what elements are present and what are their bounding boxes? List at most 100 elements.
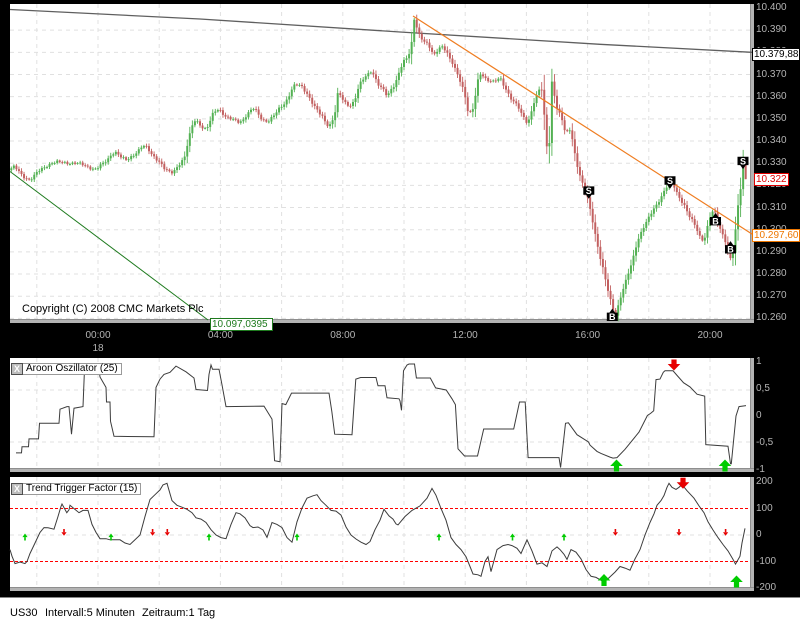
red-down-arrow <box>667 359 681 371</box>
price-axis-label: 10.260 <box>756 312 787 324</box>
candle-body <box>520 108 523 113</box>
candle-body <box>265 119 268 122</box>
candle-body <box>645 221 648 228</box>
candle-body <box>594 222 597 234</box>
candle-body <box>538 89 541 96</box>
marker-shape <box>664 176 676 189</box>
candle-body <box>431 47 434 52</box>
candle-body <box>502 78 505 86</box>
candle-body <box>563 120 566 131</box>
candle-body <box>530 111 533 120</box>
candle-body <box>701 235 704 241</box>
candle-body <box>63 161 66 163</box>
ttf-title: Trend Trigger Factor (15) <box>23 483 142 495</box>
candle-body <box>459 74 462 82</box>
mini-green-up-arrow-head <box>436 533 442 538</box>
mini-red-down-arrow-head <box>723 532 729 536</box>
candle-body <box>505 85 507 90</box>
candle-body <box>471 109 474 112</box>
candle-body <box>84 165 87 167</box>
candle-body <box>627 273 630 280</box>
candle-body <box>652 208 655 214</box>
marker-shape <box>583 186 595 199</box>
candle-body <box>199 121 201 126</box>
price-axis-label: 10.360 <box>756 90 787 102</box>
candle-body <box>438 47 441 52</box>
candle-body <box>211 112 214 121</box>
mini-green-up-arrow-head <box>108 533 114 538</box>
mini-red-down-arrow <box>724 529 727 533</box>
candle-body <box>204 127 207 129</box>
candle-body <box>377 79 380 86</box>
green-up-arrow <box>718 459 732 472</box>
candle-body <box>150 151 153 155</box>
candle-body <box>17 169 20 171</box>
candle-body <box>413 19 416 42</box>
candle-body <box>543 89 546 115</box>
marker-letter: B <box>712 217 719 227</box>
candle-body <box>331 120 334 125</box>
candle-body <box>35 172 38 175</box>
ttf-axis-label: 0 <box>756 529 762 540</box>
mini-green-up-arrow <box>438 537 440 541</box>
mini-red-down-arrow-head <box>164 532 170 536</box>
candle-body <box>76 162 79 164</box>
candle-body <box>428 42 431 48</box>
mini-green-up-arrow <box>24 537 26 541</box>
candle-body <box>571 130 574 140</box>
candle-body <box>283 104 286 107</box>
candle-body <box>607 279 609 291</box>
candle-body <box>729 249 732 259</box>
candle-body <box>91 168 94 170</box>
candle-body <box>568 130 571 132</box>
main-chart-right-edge <box>750 4 754 323</box>
candle-body <box>454 63 456 68</box>
ttf-axis-label: -200 <box>756 582 777 593</box>
candle-body <box>153 154 156 157</box>
ttf-axis-label: 100 <box>756 502 773 514</box>
candle-body <box>313 103 316 106</box>
candle-body <box>466 97 469 112</box>
candle-body <box>272 115 275 118</box>
candle-body <box>469 111 472 112</box>
price-axis-label: 10.330 <box>756 157 787 169</box>
mini-green-up-arrow <box>208 537 210 541</box>
candle-body <box>114 151 117 155</box>
price-tag-last-price: 10.322 <box>754 172 789 186</box>
candle-body <box>323 115 326 122</box>
candle-body <box>308 93 311 98</box>
candle-body <box>107 158 110 163</box>
candle-body <box>221 110 224 115</box>
mini-red-down-arrow <box>151 529 154 533</box>
buy-marker: B <box>606 308 618 322</box>
candle-body <box>515 101 518 104</box>
candle-body <box>415 19 418 28</box>
candle-body <box>79 162 82 164</box>
candle-body <box>578 166 581 176</box>
candle-body <box>436 51 439 54</box>
candle-body <box>525 117 528 123</box>
status-interval-value: 5 Minuten <box>86 607 135 619</box>
candle-body <box>487 78 490 82</box>
time-axis-label: 12:00 <box>452 330 478 341</box>
candle-body <box>527 119 530 123</box>
aroon-close-button[interactable]: X <box>11 363 23 375</box>
ttf-close-button[interactable]: X <box>11 483 23 495</box>
candle-body <box>216 109 219 112</box>
price-axis-label: 10.400 <box>756 2 787 13</box>
candle-body <box>660 196 663 203</box>
aroon-oscillator-plot[interactable] <box>10 358 750 468</box>
aroon-axis-label: 1 <box>756 356 762 367</box>
status-period: Zeitraum:1 Tag <box>142 607 215 619</box>
candle-body <box>25 178 28 180</box>
candle-body <box>102 162 105 165</box>
candle-body <box>288 96 291 100</box>
candle-body <box>474 95 477 110</box>
main-price-chart-plot[interactable] <box>10 4 750 319</box>
candle-body <box>599 246 602 259</box>
price-axis-label: 10.370 <box>756 68 787 80</box>
mini-green-up-arrow-head <box>561 533 567 538</box>
candle-body <box>119 154 122 158</box>
candle-body <box>609 290 612 300</box>
